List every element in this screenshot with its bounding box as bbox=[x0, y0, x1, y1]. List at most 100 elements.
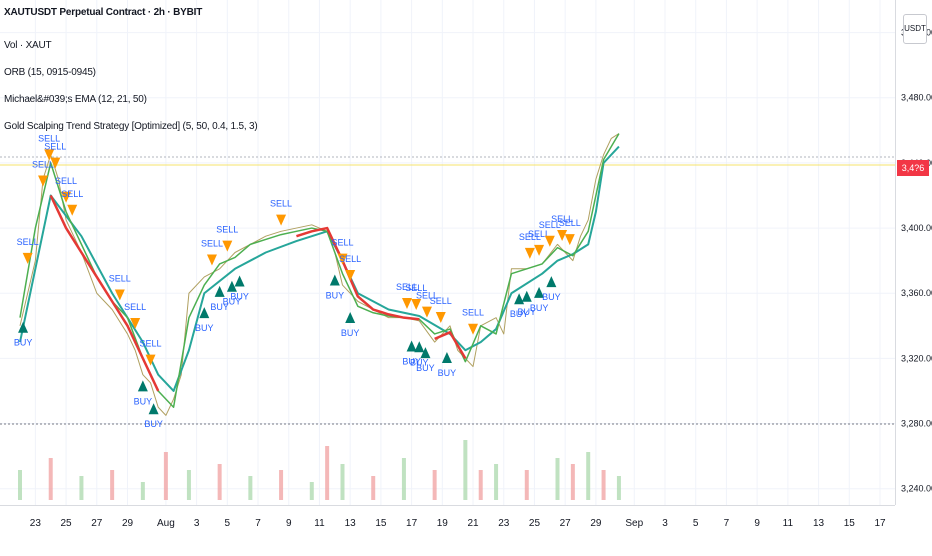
trend-down-segment bbox=[434, 331, 467, 360]
sell-marker bbox=[534, 244, 545, 256]
sell-signal-label: SELL bbox=[339, 254, 361, 264]
volume-bar bbox=[524, 470, 529, 500]
price-tick-label: 3,240.00 bbox=[901, 484, 932, 494]
time-tick-label: 7 bbox=[255, 518, 261, 529]
buy-signal-label: BUY bbox=[210, 302, 229, 312]
volume-bar bbox=[163, 452, 168, 500]
buy-marker bbox=[406, 340, 417, 352]
buy-marker bbox=[329, 274, 340, 286]
volume-bar bbox=[309, 482, 314, 500]
sell-signal-label: SELL bbox=[201, 238, 223, 248]
time-tick-label: 25 bbox=[529, 518, 541, 529]
volume-bar bbox=[217, 464, 222, 500]
time-tick-label: 15 bbox=[375, 518, 387, 529]
volume-bar bbox=[586, 452, 591, 500]
time-tick-label: 9 bbox=[754, 518, 760, 529]
sell-marker bbox=[61, 191, 72, 203]
sell-signal-label: SELL bbox=[61, 189, 83, 199]
sell-marker bbox=[564, 234, 575, 246]
sell-marker bbox=[421, 306, 432, 318]
sell-signal-label: SELL bbox=[109, 274, 131, 284]
time-tick-label: 29 bbox=[122, 518, 134, 529]
buy-signal-label: BUY bbox=[530, 303, 549, 313]
legend-ema[interactable]: Michael&#039;s EMA (12, 21, 50) bbox=[4, 94, 147, 105]
sell-signal-label: SELL bbox=[405, 283, 427, 293]
legend-volume[interactable]: Vol · XAUT bbox=[4, 40, 52, 51]
legend-orb[interactable]: ORB (15, 0915-0945) bbox=[4, 67, 96, 78]
sell-marker bbox=[222, 240, 233, 252]
buy-marker bbox=[546, 276, 557, 288]
sell-signal-label: SELL bbox=[270, 199, 292, 209]
trend-down-segment bbox=[296, 226, 420, 321]
volume-bar bbox=[110, 470, 115, 500]
buy-signal-label: BUY bbox=[230, 291, 249, 301]
time-tick-label: 15 bbox=[844, 518, 856, 529]
volume-bar bbox=[186, 470, 191, 500]
sell-signal-label: SELL bbox=[559, 218, 581, 228]
volume-bar bbox=[601, 470, 606, 500]
volume-bar bbox=[248, 476, 253, 500]
sell-marker bbox=[345, 269, 356, 281]
sell-signal-label: SELL bbox=[462, 308, 484, 318]
currency-button[interactable]: USDT bbox=[903, 14, 927, 44]
sell-marker bbox=[468, 323, 479, 335]
price-tick-label: 3,280.00 bbox=[901, 419, 932, 429]
buy-signal-label: BUY bbox=[518, 307, 537, 317]
buy-signal-label: BUY bbox=[410, 357, 429, 367]
buy-signal-label: BUY bbox=[416, 363, 435, 373]
sell-marker bbox=[22, 252, 33, 264]
time-tick-label: 29 bbox=[590, 518, 602, 529]
time-tick-label: 17 bbox=[874, 518, 886, 529]
sell-signal-label: SELL bbox=[17, 237, 39, 247]
legend-strategy[interactable]: Gold Scalping Trend Strategy [Optimized]… bbox=[4, 121, 258, 132]
price-chart[interactable]: SELLSELLSELLSELLSELLSELLSELLSELLSELLSELL… bbox=[0, 0, 895, 505]
buy-signal-label: BUY bbox=[326, 291, 345, 301]
price-axis[interactable]: 3,520.003,480.003,440.003,400.003,360.00… bbox=[895, 0, 932, 505]
time-tick-label: 7 bbox=[724, 518, 730, 529]
sell-marker bbox=[435, 311, 446, 323]
time-tick-label: 3 bbox=[194, 518, 200, 529]
volume-bar bbox=[555, 458, 560, 500]
price-tick-label: 3,400.00 bbox=[901, 223, 932, 233]
volume-bar bbox=[616, 476, 621, 500]
ema-slow-line bbox=[19, 145, 620, 392]
buy-signal-label: BUY bbox=[223, 297, 242, 307]
time-tick-label: 5 bbox=[225, 518, 231, 529]
sell-signal-label: SELL bbox=[55, 176, 77, 186]
buy-marker bbox=[214, 285, 225, 297]
sell-marker bbox=[67, 204, 78, 216]
sell-signal-label: SELL bbox=[331, 238, 353, 248]
sell-signal-label: SELL bbox=[551, 214, 573, 224]
sell-signal-label: SELL bbox=[416, 291, 438, 301]
buy-signal-label: BUY bbox=[134, 396, 153, 406]
time-tick-label: 21 bbox=[467, 518, 479, 529]
buy-signal-label: BUY bbox=[14, 338, 33, 348]
buy-marker bbox=[234, 275, 245, 287]
time-tick-label: 13 bbox=[345, 518, 357, 529]
volume-bar bbox=[432, 470, 437, 500]
sell-signal-label: SELL bbox=[216, 225, 238, 235]
sell-marker bbox=[411, 298, 422, 310]
sell-signal-label: SELL bbox=[430, 296, 452, 306]
volume-bar bbox=[371, 476, 376, 500]
time-axis[interactable]: 23 25 27 29 Aug 3 5 7 9 11 13 15 17 19 21 23 25 27 29 Sep 3 5… bbox=[0, 505, 895, 551]
buy-signal-label: BUY bbox=[542, 292, 561, 302]
time-tick-label: Sep bbox=[625, 518, 643, 529]
volume-bar bbox=[463, 440, 468, 500]
buy-marker bbox=[148, 403, 159, 415]
time-tick-label: 9 bbox=[286, 518, 292, 529]
time-axis-ticks: 23 25 27 29 Aug 3 5 7 9 11 13 15 17 19 21 23 25 27 29 Sep 3 5… bbox=[30, 518, 886, 529]
buy-signal-label: BUY bbox=[402, 356, 421, 366]
buy-marker bbox=[521, 290, 532, 302]
price-tick-label: 3,320.00 bbox=[901, 353, 932, 363]
time-tick-label: 23 bbox=[30, 518, 42, 529]
volume-bar bbox=[494, 464, 499, 500]
sell-signal-label: SELL bbox=[396, 282, 418, 292]
legend-main-symbol[interactable]: XAUTUSDT Perpetual Contract · 2h · BYBIT bbox=[4, 7, 203, 18]
chart-canvas[interactable]: SELL SELL SELL SELL SELL SELL SELL SELL SELL SELL… bbox=[0, 0, 895, 505]
sell-marker bbox=[130, 318, 141, 330]
time-tick-label: 5 bbox=[693, 518, 699, 529]
price-axis-ticks: 3,520.003,480.003,440.003,400.003,360.00… bbox=[901, 28, 932, 494]
sell-marker bbox=[38, 175, 49, 187]
sell-marker bbox=[337, 253, 348, 265]
